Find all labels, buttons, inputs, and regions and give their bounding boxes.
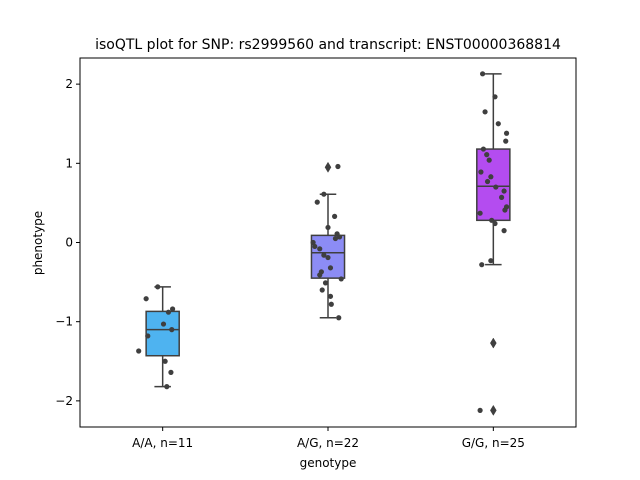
data-point: [486, 157, 492, 163]
box: [145, 310, 180, 357]
chart-title: isoQTL plot for SNP: rs2999560 and trans…: [95, 37, 561, 53]
y-tick-label: 1: [65, 156, 73, 170]
data-point: [169, 327, 175, 333]
y-axis-label: phenotype: [31, 211, 45, 275]
y-tick-label: 2: [65, 77, 73, 91]
data-point: [479, 71, 486, 77]
data-point: [336, 315, 342, 321]
data-point: [321, 252, 327, 258]
points-layer: [136, 71, 510, 413]
x-tick-label: A/G, n=22: [297, 436, 359, 450]
data-point: [332, 213, 338, 219]
data-point: [319, 287, 325, 293]
data-point: [503, 138, 509, 144]
data-point: [325, 224, 331, 231]
data-point: [336, 234, 343, 240]
data-point: [493, 184, 499, 190]
data-point: [492, 94, 498, 100]
data-point: [488, 174, 494, 180]
data-point: [327, 265, 334, 271]
y-tick-label: 0: [65, 236, 73, 250]
data-point: [312, 243, 318, 250]
data-point: [479, 262, 485, 268]
data-point: [164, 384, 170, 390]
data-point: [168, 369, 174, 375]
data-point: [489, 217, 495, 223]
data-point: [488, 258, 494, 264]
data-point: [160, 321, 167, 327]
data-point: [165, 309, 172, 315]
data-point: [136, 348, 142, 354]
outlier-marker: [490, 404, 497, 416]
data-point: [480, 146, 487, 152]
data-point: [477, 407, 483, 413]
data-point: [322, 280, 329, 286]
data-point: [338, 276, 344, 282]
data-point: [482, 109, 488, 115]
data-point: [503, 130, 510, 136]
data-point: [327, 293, 334, 299]
data-point: [162, 358, 168, 364]
data-point: [143, 296, 149, 302]
data-point: [484, 152, 490, 158]
x-axis: A/A, n=11 A/G, n=22 G/G, n=25: [132, 427, 525, 450]
data-point: [490, 340, 496, 346]
data-point: [169, 306, 176, 312]
data-point: [317, 246, 323, 252]
y-tick-label: −2: [55, 394, 73, 408]
x-tick-label: A/A, n=11: [132, 436, 193, 450]
data-point: [325, 254, 331, 261]
data-point: [145, 333, 151, 339]
y-axis: −2 −1 0 1 2: [55, 77, 80, 408]
data-point: [477, 210, 483, 216]
data-point: [499, 194, 505, 200]
data-point: [492, 220, 498, 227]
x-axis-label: genotype: [300, 456, 357, 470]
data-point: [155, 284, 161, 290]
data-point: [495, 121, 501, 127]
data-point: [478, 169, 484, 175]
data-point: [310, 239, 316, 246]
data-point: [328, 301, 334, 307]
data-point: [484, 178, 491, 185]
data-point: [321, 191, 327, 197]
data-point: [314, 199, 320, 205]
data-point: [502, 207, 508, 213]
data-point: [501, 188, 507, 194]
x-tick-label: G/G, n=25: [462, 436, 525, 450]
data-point: [332, 235, 339, 242]
outlier-marker: [324, 161, 332, 173]
data-point: [335, 163, 341, 170]
data-point: [501, 228, 507, 234]
data-point: [317, 272, 323, 278]
y-tick-label: −1: [55, 315, 73, 329]
